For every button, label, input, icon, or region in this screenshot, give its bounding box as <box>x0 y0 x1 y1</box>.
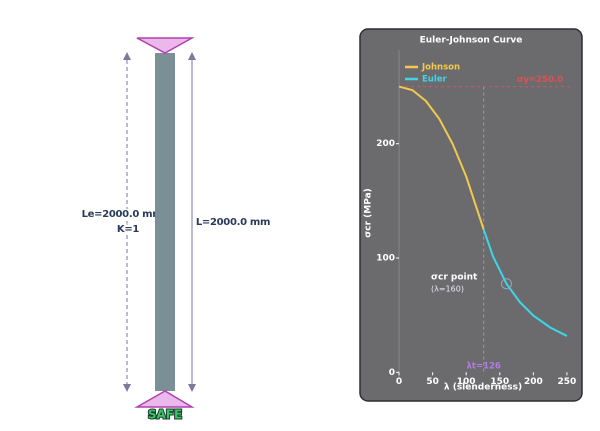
y-axis-label: σcr (MPa) <box>364 188 374 238</box>
chart-title: Euler-Johnson Curve <box>420 36 523 46</box>
arrow-head <box>188 384 196 392</box>
x-tick-label: 150 <box>490 377 509 387</box>
x-tick-label: 50 <box>426 377 439 387</box>
column-diagram: Le=2000.0 mm K=1 L=2000.0 mm SAFE <box>80 37 272 423</box>
legend-label: Euler <box>422 75 448 85</box>
point-sublabel: (λ=160) <box>431 285 464 294</box>
x-tick-label: 0 <box>396 377 402 387</box>
status: SAFE <box>148 408 182 422</box>
y-tick-label: 0 <box>389 368 395 378</box>
legend-label: Johnson <box>421 63 460 73</box>
series-line <box>398 85 485 230</box>
x-tick-label: 100 <box>457 377 476 387</box>
column <box>155 53 175 391</box>
arrow-head <box>123 384 131 392</box>
x-tick-label: 200 <box>524 377 543 387</box>
l-label: L=2000.0 mm <box>196 217 270 228</box>
top-support <box>136 37 195 54</box>
x-tick-label: 250 <box>558 377 577 387</box>
transition-label: λt=126 <box>467 362 501 372</box>
y-tick-label: 200 <box>376 139 395 149</box>
arrow-head <box>188 52 196 60</box>
point-label: σcr point <box>431 273 478 283</box>
bottom-support <box>134 390 195 408</box>
y-tick-label: 100 <box>376 254 395 264</box>
yield-label: σy=250.0 <box>517 75 563 85</box>
k-label: K=1 <box>117 224 140 235</box>
sigma-point <box>500 278 512 290</box>
series-line <box>482 229 568 337</box>
arrow-head <box>123 52 131 60</box>
le-label: Le=2000.0 mm <box>82 209 163 220</box>
x-axis-label: λ (slenderness) <box>444 383 522 393</box>
